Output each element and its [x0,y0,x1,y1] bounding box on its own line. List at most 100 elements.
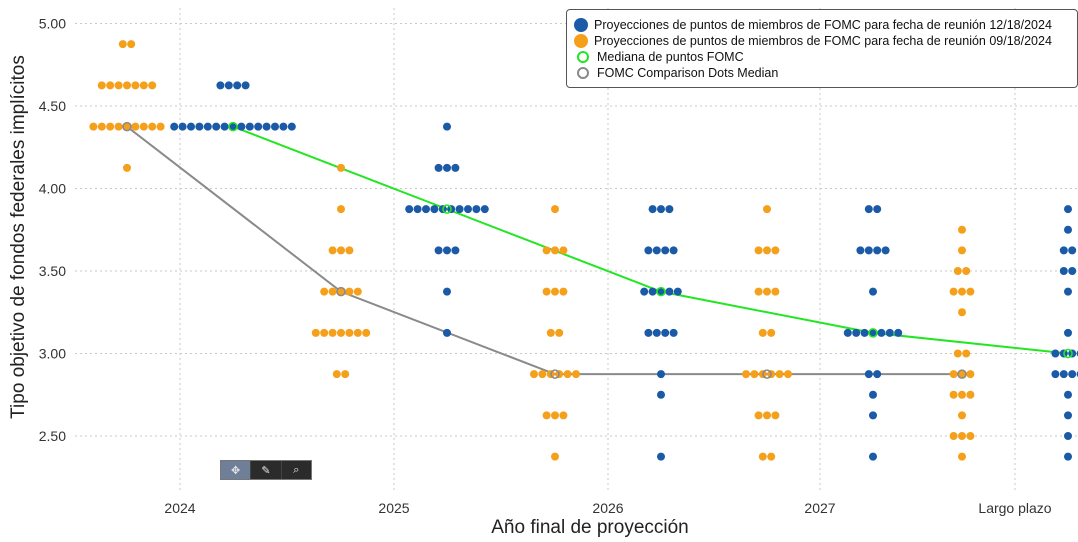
dot-point [220,122,229,131]
legend-item-comparison[interactable]: FOMC Comparison Dots Median [574,65,1071,81]
dot-point [873,370,882,379]
dot-point [362,328,371,337]
dot-point [657,370,665,379]
dot-point [345,246,354,255]
draw-tool-button[interactable]: ✎ [251,461,282,479]
legend-item-median[interactable]: Mediana de puntos FOMC [574,49,1071,65]
dot-point [652,328,661,337]
dot-point [555,328,564,337]
dot-point [966,370,975,379]
legend-item-sep[interactable]: Proyecciones de puntos de miembros de FO… [574,33,1071,49]
dot-point [754,411,763,420]
dot-point [949,390,958,399]
dot-point [245,122,254,131]
dot-point [958,411,966,420]
dot-point [337,287,345,296]
dot-point [345,328,354,337]
dot-point [563,370,572,379]
y-tick-label: 4.50 [39,98,66,114]
dot-point [97,81,106,90]
legend-swatch-gray-ring [577,67,589,79]
dot-point [873,246,882,255]
dot-point [542,411,551,420]
dot-point [229,122,237,131]
dot-point [869,287,877,296]
dot-point [451,246,460,255]
dot-point [1068,370,1077,379]
dot-point [644,246,653,255]
dot-point [455,205,464,214]
dot-point [648,287,657,296]
dot-point [551,205,559,214]
dot-point [123,122,131,131]
dot-point [341,370,350,379]
dot-point [203,122,212,131]
dot-point [434,163,443,172]
dot-point [958,287,966,296]
dot-point [877,328,886,337]
pan-tool-button[interactable]: ✥ [221,461,252,479]
dot-point [657,205,665,214]
dot-point [353,287,362,296]
dot-point [279,122,288,131]
x-tick-label: Largo plazo [978,500,1051,516]
dot-point [216,81,225,90]
dot-point [758,452,767,461]
dot-point [962,267,971,275]
legend-swatch-blue [574,18,588,32]
dot-point [873,205,882,214]
dot-point [353,328,362,337]
dot-point [551,452,559,461]
zoom-tool-button[interactable]: ⌕ [293,463,300,476]
dot-point [754,246,763,255]
dot-point [966,287,975,296]
dot-point [287,122,296,131]
dot-point [337,163,345,172]
median-marker [1063,348,1073,359]
chart-toolbar: ✥ ✎ ⌕ [220,460,312,480]
dot-point [869,452,877,461]
dot-point [170,122,179,131]
legend: Proyecciones de puntos de miembros de FO… [566,9,1078,88]
median-marker [957,369,967,379]
median-marker [762,369,772,379]
dot-point [949,432,958,440]
dot-point [337,328,345,337]
dot-point [640,287,649,296]
dot-point [443,246,451,255]
median-line [126,125,962,376]
dot-point [118,40,127,49]
dot-point [1064,390,1072,399]
dot-point [345,287,354,296]
dot-point [966,390,975,399]
dot-point [559,287,568,296]
dot-point [1051,370,1060,379]
dot-point [1059,246,1068,255]
x-tick-label: 2027 [804,500,835,516]
dot-point [1064,411,1072,420]
dot-point [869,411,877,420]
dot-point [148,81,157,90]
dot-point [127,40,136,49]
dot-point [860,328,869,337]
dot-point [413,205,422,214]
legend-item-dec[interactable]: Proyecciones de puntos de miembros de FO… [574,17,1071,33]
dot-marks [89,40,1078,461]
median-markers [122,121,1073,379]
legend-label: Proyecciones de puntos de miembros de FO… [594,18,1052,32]
dot-point [542,246,551,255]
dot-point [885,328,894,337]
y-tick-label: 4.00 [39,181,66,197]
dot-point [530,370,538,379]
dot-point [648,205,657,214]
dot-point [661,328,670,337]
dot-point [451,163,460,172]
dot-point [1051,349,1060,358]
dot-point [1064,225,1072,234]
dot-point [551,287,559,296]
dot-point [1064,452,1072,461]
dot-point [758,328,767,337]
dot-point [652,246,661,255]
dot-point [661,246,670,255]
dot-point [311,328,320,337]
